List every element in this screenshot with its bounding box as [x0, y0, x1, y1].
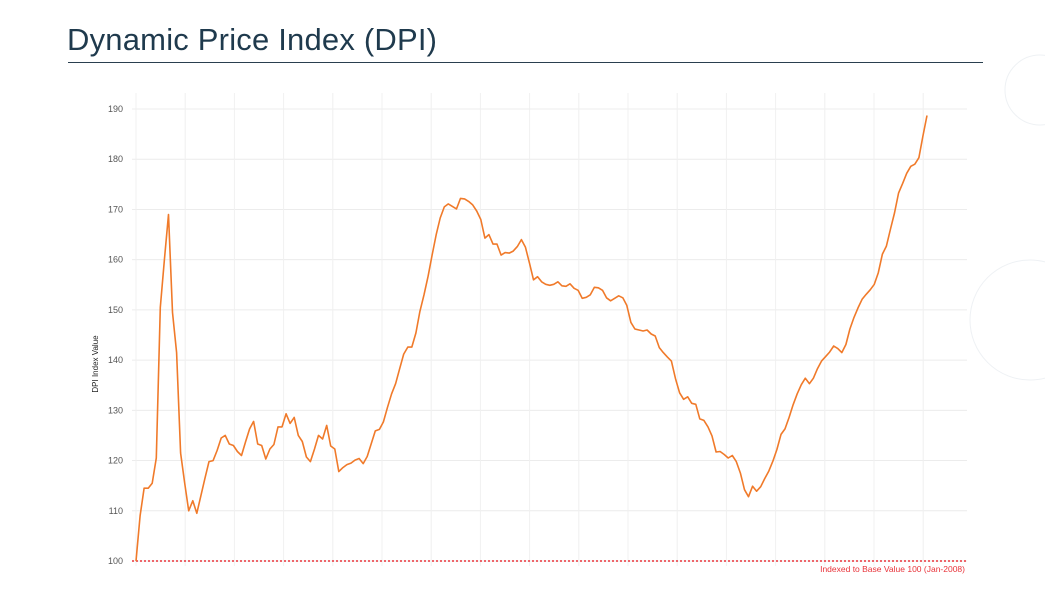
y-tick-label: 100	[108, 556, 123, 566]
y-tick-label: 140	[108, 355, 123, 365]
title-divider	[68, 62, 983, 63]
y-tick-label: 130	[108, 405, 123, 415]
y-tick-label: 180	[108, 154, 123, 164]
background-decoration	[969, 54, 1045, 381]
y-tick-label: 160	[108, 255, 123, 265]
page-title: Dynamic Price Index (DPI)	[67, 22, 438, 57]
y-axis-ticks: 100 110 120 130 140 150 160 170 180 190	[108, 104, 123, 566]
y-tick-label: 170	[108, 204, 123, 214]
y-tick-label: 190	[108, 104, 123, 114]
y-tick-label: 110	[109, 506, 123, 516]
y-tick-label: 150	[108, 305, 123, 315]
dpi-series-line	[135, 115, 928, 562]
y-axis-title: DPI Index Value	[91, 335, 100, 393]
grid	[132, 93, 967, 566]
baseline-note: Indexed to Base Value 100 (Jan-2008)	[820, 564, 965, 574]
y-tick-label: 120	[108, 456, 123, 466]
